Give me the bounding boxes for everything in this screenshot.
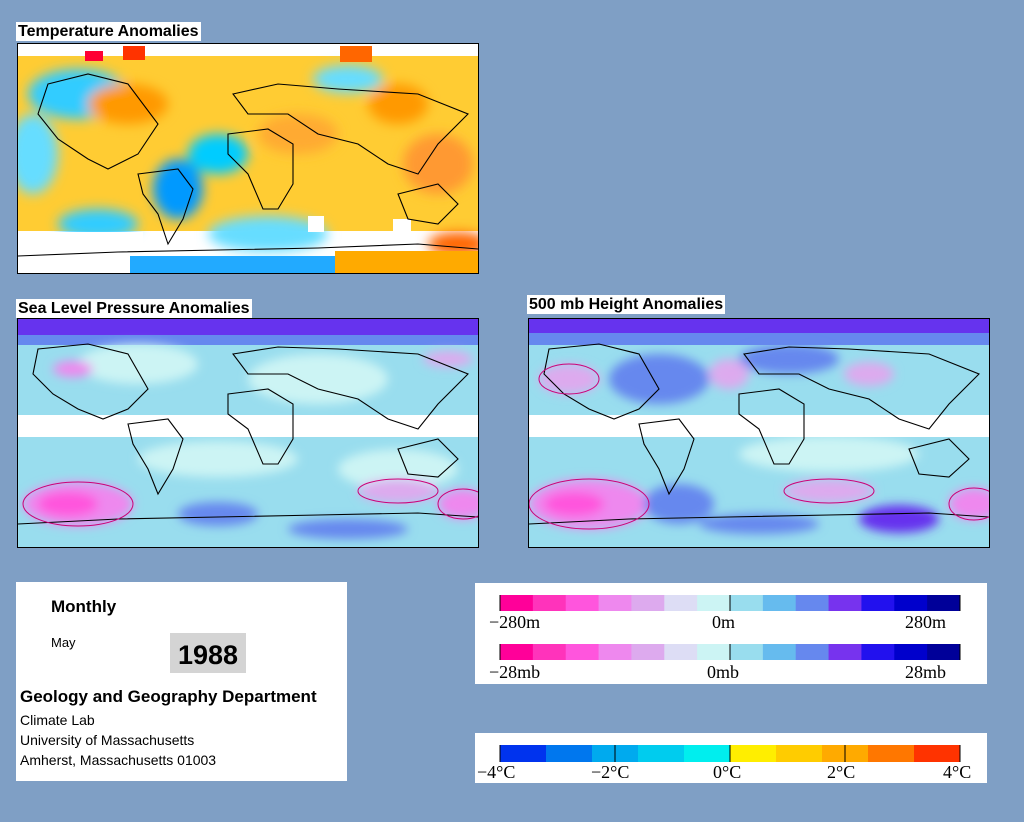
colorbar-swatch bbox=[776, 745, 823, 762]
colorbar-swatch bbox=[730, 595, 764, 611]
colorbar-swatch bbox=[762, 595, 797, 611]
temperature-anomaly-map bbox=[17, 43, 479, 274]
colorbar-swatch bbox=[914, 745, 961, 762]
pressure-colorbar bbox=[499, 644, 961, 660]
colorbar-swatch bbox=[500, 595, 534, 611]
colorbar-swatch bbox=[868, 745, 915, 762]
height-label-min: −280m bbox=[489, 612, 540, 632]
colorbar-swatch bbox=[927, 644, 961, 660]
colorbar-swatch bbox=[638, 745, 685, 762]
height-pressure-legend: −280m 0m 280m −28mb 0mb 28mb bbox=[475, 583, 987, 684]
colorbar-swatch bbox=[828, 595, 862, 611]
colorbar-swatch bbox=[927, 595, 961, 611]
department-label: Geology and Geography Department bbox=[20, 687, 317, 706]
colorbar-swatch bbox=[598, 644, 632, 660]
colorbar-swatch bbox=[631, 644, 665, 660]
colorbar-swatch bbox=[762, 644, 797, 660]
temperature-panel-title: Temperature Anomalies bbox=[16, 22, 201, 41]
colorbar-swatch bbox=[546, 745, 593, 762]
temperature-legend: −4°C −2°C 0°C 2°C 4°C bbox=[475, 733, 987, 783]
colorbar-swatch bbox=[684, 745, 731, 762]
temp-label-pos2: 2°C bbox=[827, 762, 855, 782]
month-label: May bbox=[51, 635, 76, 650]
height-label-max: 280m bbox=[905, 612, 946, 632]
affiliation-line: Amherst, Massachusetts 01003 bbox=[20, 752, 217, 768]
sea-level-pressure-anomaly-map bbox=[17, 318, 479, 548]
colorbar-swatch bbox=[730, 745, 777, 762]
height-colorbar bbox=[499, 595, 961, 611]
slp-panel-title: Sea Level Pressure Anomalies bbox=[16, 299, 252, 318]
colorbar-swatch bbox=[697, 644, 731, 660]
colorbar-swatch bbox=[697, 595, 731, 611]
temp-label-neg4: −4°C bbox=[477, 762, 515, 782]
colorbar-swatch bbox=[894, 644, 928, 660]
colorbar-swatch bbox=[500, 644, 534, 660]
pressure-label-zero: 0mb bbox=[707, 662, 739, 682]
colorbar-swatch bbox=[861, 644, 895, 660]
500mb-height-anomaly-map bbox=[528, 318, 990, 548]
colorbar-swatch bbox=[894, 595, 928, 611]
affiliation-line: University of Massachusetts bbox=[20, 732, 195, 748]
colorbar-swatch bbox=[532, 644, 567, 660]
colorbar-swatch bbox=[664, 644, 698, 660]
period-label: Monthly bbox=[51, 597, 117, 616]
colorbar-swatch bbox=[598, 595, 632, 611]
colorbar-swatch bbox=[795, 644, 830, 660]
temp-label-zero: 0°C bbox=[713, 762, 741, 782]
colorbar-swatch bbox=[500, 745, 547, 762]
pressure-label-min: −28mb bbox=[489, 662, 540, 682]
pressure-label-max: 28mb bbox=[905, 662, 946, 682]
colorbar-swatch bbox=[565, 595, 600, 611]
info-box: Monthly May 1988 Geology and Geography D… bbox=[16, 582, 347, 781]
temp-label-pos4: 4°C bbox=[943, 762, 971, 782]
year-label: 1988 bbox=[170, 633, 246, 673]
affiliation-line: Climate Lab bbox=[20, 712, 95, 728]
temperature-colorbar bbox=[499, 745, 961, 762]
colorbar-swatch bbox=[861, 595, 895, 611]
colorbar-swatch bbox=[631, 595, 665, 611]
colorbar-swatch bbox=[828, 644, 862, 660]
colorbar-swatch bbox=[565, 644, 600, 660]
temp-label-neg2: −2°C bbox=[591, 762, 629, 782]
colorbar-swatch bbox=[664, 595, 698, 611]
colorbar-swatch bbox=[795, 595, 830, 611]
colorbar-swatch bbox=[532, 595, 567, 611]
height-label-zero: 0m bbox=[712, 612, 735, 632]
colorbar-swatch bbox=[730, 644, 764, 660]
height-panel-title: 500 mb Height Anomalies bbox=[527, 295, 726, 314]
